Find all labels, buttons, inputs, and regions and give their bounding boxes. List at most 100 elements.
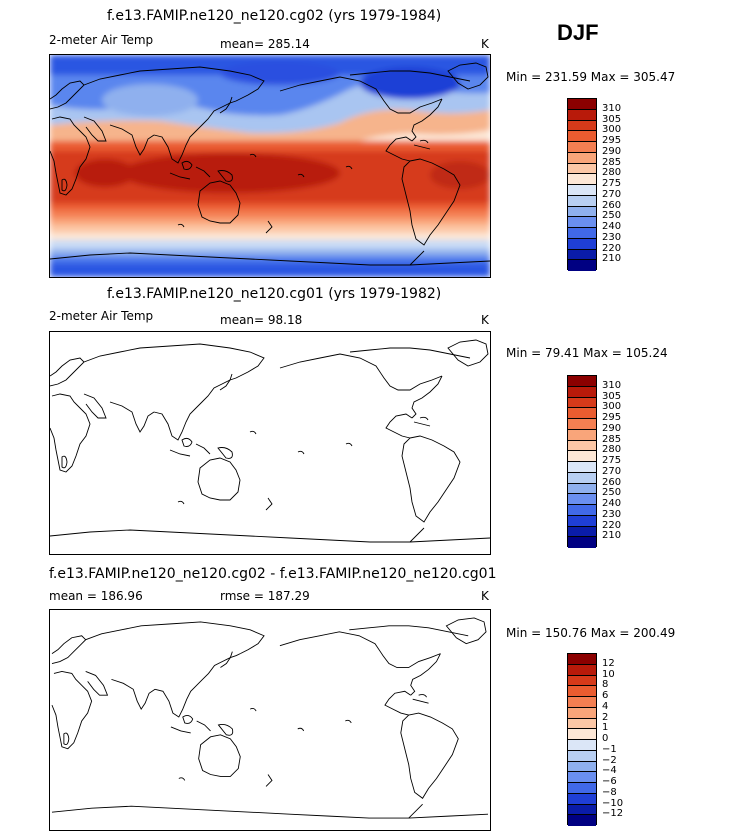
colorbar-swatch [568, 142, 596, 153]
colorbar-swatch [568, 697, 596, 708]
colorbar-tick-label: 310 [602, 102, 622, 114]
colorbar-swatch [568, 99, 596, 110]
colorbar-tick-label: 290 [602, 145, 622, 157]
colorbar-swatch [568, 793, 596, 805]
temperature-field [50, 55, 490, 277]
colorbar-tick-label: 285 [602, 156, 622, 168]
season-label: DJF [557, 20, 599, 45]
panel-1-map-svg [50, 55, 490, 277]
panel-3-mean-label: mean = 186.96 [49, 589, 143, 603]
colorbar-swatch [568, 260, 596, 271]
colorbar-tick-label: 260 [602, 476, 622, 488]
colorbar-tick-label: 0 [602, 733, 609, 744]
colorbar-swatch [568, 228, 596, 239]
colorbar-swatch [568, 707, 596, 719]
colorbar-tick-label: 290 [602, 422, 622, 434]
colorbar-tick-label: 275 [602, 455, 622, 466]
colorbar-swatch [568, 120, 596, 132]
colorbar-swatch [568, 185, 596, 196]
colorbar-tick-label: 285 [602, 433, 622, 445]
colorbar-tick-label: 220 [602, 242, 622, 254]
panel-3-map-svg [51, 617, 489, 819]
colorbar-tick-label: −2 [602, 754, 617, 766]
panel-1-left-label: 2-meter Air Temp [49, 33, 154, 47]
colorbar-swatch [568, 408, 596, 419]
colorbar-swatch [568, 664, 596, 676]
colorbar-swatch [568, 675, 596, 687]
coastlines [51, 617, 489, 819]
colorbar-swatch [568, 462, 596, 473]
colorbar-tick-label: 12 [602, 657, 615, 669]
colorbar-swatch [568, 483, 596, 495]
colorbar-tick-label: 4 [602, 700, 609, 712]
colorbar-swatch [568, 804, 596, 816]
colorbar-tick-label: 240 [602, 221, 622, 232]
colorbar-swatch [568, 195, 596, 207]
colorbar-tick-label: −6 [602, 776, 617, 787]
panel-2-colorbar [567, 375, 597, 548]
panel-1-map [49, 54, 491, 278]
colorbar-swatch [568, 163, 596, 175]
colorbar-tick-label: 210 [602, 253, 622, 265]
colorbar-tick-label: 240 [602, 498, 622, 509]
colorbar-tick-label: 250 [602, 210, 622, 222]
panel-3-minmax: Min = 150.76 Max = 200.49 [506, 626, 676, 640]
panel-1-colorbar [567, 98, 597, 271]
colorbar-swatch [568, 419, 596, 430]
colorbar-tick-label: 230 [602, 508, 622, 520]
colorbar-swatch [568, 238, 596, 250]
colorbar-swatch [568, 815, 596, 826]
panel-2-title: f.e13.FAMIP.ne120_ne120.cg01 (yrs 1979-1… [107, 286, 442, 302]
colorbar-tick-label: 2 [602, 711, 609, 723]
colorbar-tick-label: 300 [602, 124, 622, 136]
colorbar-swatch [568, 174, 596, 185]
colorbar-swatch [568, 729, 596, 740]
colorbar-tick-label: 305 [602, 113, 622, 125]
panel-2-map-svg [50, 339, 490, 543]
colorbar-tick-label: 280 [602, 444, 622, 456]
colorbar-tick-label: −8 [602, 786, 617, 798]
colorbar-tick-label: 280 [602, 167, 622, 179]
colorbar-swatch [568, 761, 596, 773]
colorbar-tick-label: 250 [602, 487, 622, 499]
colorbar-swatch [568, 515, 596, 527]
colorbar-swatch [568, 249, 596, 261]
colorbar-swatch [568, 451, 596, 462]
panel-3-title: f.e13.FAMIP.ne120_ne120.cg02 - f.e13.FAM… [49, 566, 497, 582]
colorbar-tick-label: 300 [602, 401, 622, 413]
colorbar-swatch [568, 783, 596, 794]
colorbar-tick-label: −1 [602, 743, 617, 755]
panel-2-units: K [481, 313, 489, 327]
colorbar-swatch [568, 217, 596, 228]
colorbar-swatch [568, 772, 596, 783]
colorbar-swatch [568, 386, 596, 398]
panel-1-mean-label: mean= 285.14 [220, 37, 310, 51]
colorbar-tick-label: 8 [602, 679, 609, 691]
colorbar-swatch [568, 686, 596, 697]
colorbar-swatch [568, 440, 596, 452]
panel-3-units: K [481, 589, 489, 603]
panel-2-mean-label: mean= 98.18 [220, 313, 303, 327]
colorbar-tick-label: −4 [602, 765, 617, 777]
colorbar-tick-label: 220 [602, 519, 622, 531]
colorbar-swatch [568, 654, 596, 665]
colorbar-swatch [568, 472, 596, 484]
panel-1-minmax: Min = 231.59 Max = 305.47 [506, 70, 676, 84]
colorbar-tick-label: 210 [602, 530, 622, 542]
colorbar-swatch [568, 750, 596, 762]
panel-1-title: f.e13.FAMIP.ne120_ne120.cg02 (yrs 1979-1… [107, 8, 442, 24]
panel-2-left-label: 2-meter Air Temp [49, 309, 154, 323]
colorbar-tick-label: 270 [602, 465, 622, 477]
colorbar-tick-label: 230 [602, 231, 622, 243]
panel-3-colorbar [567, 653, 597, 826]
colorbar-swatch [568, 109, 596, 121]
panel-3-rmse-label: rmse = 187.29 [220, 589, 310, 603]
colorbar-tick-label: 10 [602, 668, 615, 680]
panel-3-map [49, 609, 491, 831]
colorbar-swatch [568, 718, 596, 730]
panel-1-units: K [481, 37, 489, 51]
colorbar-swatch [568, 397, 596, 409]
colorbar-tick-label: 270 [602, 188, 622, 200]
colorbar-swatch [568, 376, 596, 387]
colorbar-swatch [568, 537, 596, 548]
